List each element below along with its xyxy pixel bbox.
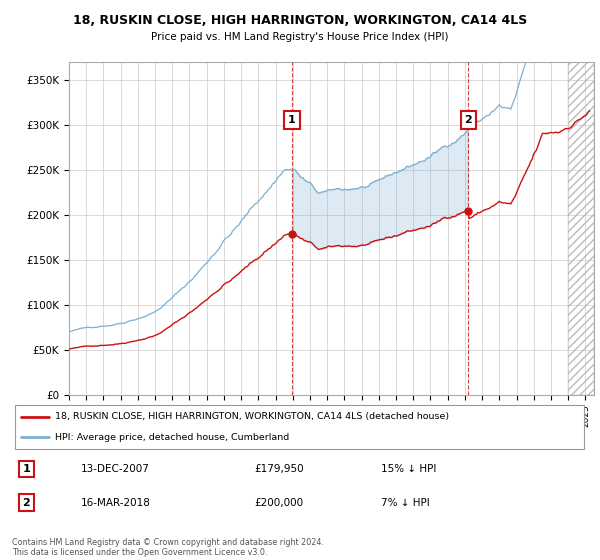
Text: 1: 1 bbox=[288, 115, 296, 125]
Text: 7% ↓ HPI: 7% ↓ HPI bbox=[380, 498, 430, 507]
Text: 2: 2 bbox=[23, 498, 30, 507]
Text: HPI: Average price, detached house, Cumberland: HPI: Average price, detached house, Cumb… bbox=[55, 433, 289, 442]
Text: £179,950: £179,950 bbox=[254, 464, 304, 474]
Text: 1: 1 bbox=[23, 464, 30, 474]
Text: £200,000: £200,000 bbox=[254, 498, 303, 507]
Text: Contains HM Land Registry data © Crown copyright and database right 2024.
This d: Contains HM Land Registry data © Crown c… bbox=[12, 538, 324, 557]
FancyBboxPatch shape bbox=[15, 405, 584, 449]
Text: 18, RUSKIN CLOSE, HIGH HARRINGTON, WORKINGTON, CA14 4LS: 18, RUSKIN CLOSE, HIGH HARRINGTON, WORKI… bbox=[73, 14, 527, 27]
Text: 13-DEC-2007: 13-DEC-2007 bbox=[81, 464, 150, 474]
Text: 18, RUSKIN CLOSE, HIGH HARRINGTON, WORKINGTON, CA14 4LS (detached house): 18, RUSKIN CLOSE, HIGH HARRINGTON, WORKI… bbox=[55, 412, 449, 421]
Text: 16-MAR-2018: 16-MAR-2018 bbox=[81, 498, 151, 507]
Text: 2: 2 bbox=[464, 115, 472, 125]
Text: Price paid vs. HM Land Registry's House Price Index (HPI): Price paid vs. HM Land Registry's House … bbox=[151, 32, 449, 42]
Text: 15% ↓ HPI: 15% ↓ HPI bbox=[380, 464, 436, 474]
